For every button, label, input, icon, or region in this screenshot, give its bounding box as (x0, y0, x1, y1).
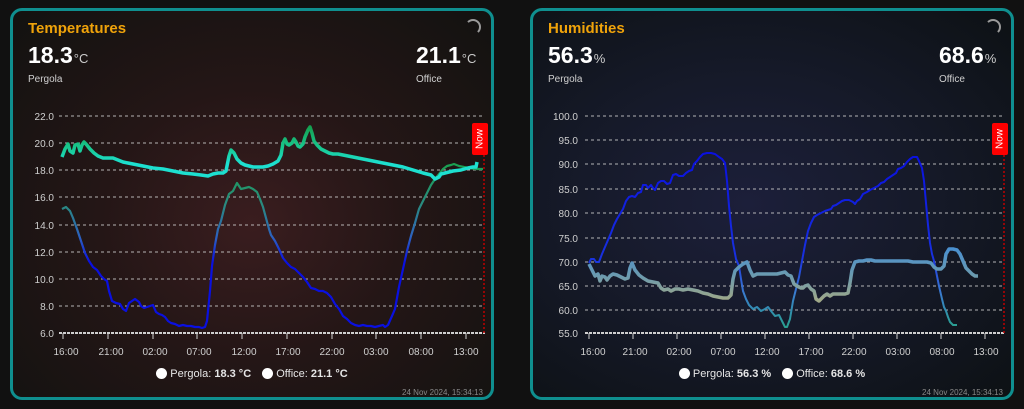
last-updated-timestamp: 24 Nov 2024, 15:34:13 (402, 388, 483, 397)
svg-text:85.0: 85.0 (559, 185, 579, 196)
svg-text:6.0: 6.0 (40, 329, 54, 340)
chart-legend: Pergola: 18.3 °C Office: 21.1 °C (13, 368, 491, 380)
svg-text:21:00: 21:00 (622, 347, 647, 358)
office-label: Office (939, 74, 965, 85)
pergola-humidity-value: 56.3% (548, 42, 605, 69)
now-badge: Now (992, 123, 1008, 155)
svg-text:22:00: 22:00 (319, 347, 344, 358)
card-title: Temperatures (28, 20, 127, 37)
svg-text:14.0: 14.0 (35, 221, 55, 232)
office-temperature-value: 21.1°C (416, 42, 476, 69)
last-updated-timestamp: 24 Nov 2024, 15:34:13 (922, 388, 1003, 397)
svg-text:70.0: 70.0 (559, 258, 579, 269)
legend-dot-icon (678, 368, 690, 379)
legend-item-pergola[interactable]: Pergola: 56.3 % (678, 368, 772, 380)
value-unit: °C (461, 51, 477, 66)
svg-text:55.0: 55.0 (559, 329, 579, 340)
pergola-series-line (61, 162, 483, 330)
legend-label: Pergola: (692, 368, 734, 380)
humidities-card[interactable]: Humidities 56.3% Pergola 68.6% Office (530, 8, 1014, 400)
svg-text:13:00: 13:00 (973, 347, 998, 358)
svg-text:07:00: 07:00 (186, 347, 211, 358)
legend-value: 18.3 °C (214, 368, 252, 380)
humidity-chart[interactable]: 100.0 95.0 90.0 85.0 80.0 75.0 70.0 65.0… (533, 11, 1011, 397)
svg-text:65.0: 65.0 (559, 282, 579, 293)
svg-text:12:00: 12:00 (231, 347, 256, 358)
value-unit: % (984, 51, 997, 66)
svg-text:16.0: 16.0 (35, 193, 55, 204)
svg-text:07:00: 07:00 (710, 347, 735, 358)
legend-dot-icon (262, 368, 274, 379)
legend-item-office[interactable]: Office: 68.6 % (782, 368, 865, 380)
card-title: Humidities (548, 20, 625, 37)
svg-text:03:00: 03:00 (885, 347, 910, 358)
legend-label: Office: (276, 368, 308, 380)
value-unit: % (593, 51, 606, 66)
value-number: 56.3 (548, 42, 593, 68)
svg-text:Now: Now (475, 128, 486, 149)
value-number: 21.1 (416, 42, 461, 68)
svg-text:12.0: 12.0 (35, 248, 55, 259)
x-axis (62, 333, 467, 339)
x-tick-labels: 16:00 21:00 02:00 07:00 12:00 17:00 22:0… (580, 347, 998, 358)
office-label: Office (416, 74, 442, 85)
legend-dot-icon (782, 368, 794, 379)
x-axis (588, 333, 986, 339)
legend-value: 56.3 % (736, 368, 772, 380)
svg-text:17:00: 17:00 (798, 347, 823, 358)
svg-text:90.0: 90.0 (559, 160, 579, 171)
x-tick-labels: 16:00 21:00 02:00 07:00 12:00 17:00 22:0… (53, 347, 478, 358)
svg-text:08:00: 08:00 (408, 347, 433, 358)
y-axis: 22.0 20.0 18.0 16.0 14.0 12.0 10.0 8.0 6… (35, 112, 485, 340)
legend-value: 21.1 °C (310, 368, 348, 380)
value-number: 68.6 (939, 42, 984, 68)
svg-text:02:00: 02:00 (666, 347, 691, 358)
temperature-chart[interactable]: 22.0 20.0 18.0 16.0 14.0 12.0 10.0 8.0 6… (13, 11, 491, 397)
svg-text:22.0: 22.0 (35, 112, 55, 123)
value-unit: °C (73, 51, 89, 66)
svg-text:8.0: 8.0 (40, 302, 54, 313)
office-series-line (587, 247, 978, 303)
svg-text:22:00: 22:00 (841, 347, 866, 358)
svg-text:02:00: 02:00 (142, 347, 167, 358)
loading-spinner-icon (985, 19, 1001, 35)
legend-item-pergola[interactable]: Pergola: 18.3 °C (156, 368, 251, 380)
svg-text:17:00: 17:00 (275, 347, 300, 358)
svg-text:Now: Now (995, 128, 1006, 149)
svg-text:95.0: 95.0 (559, 136, 579, 147)
legend-item-office[interactable]: Office: 21.1 °C (262, 368, 348, 380)
svg-text:16:00: 16:00 (580, 347, 605, 358)
svg-text:100.0: 100.0 (553, 112, 578, 123)
chart-legend: Pergola: 56.3 % Office: 68.6 % (533, 368, 1011, 380)
svg-text:16:00: 16:00 (53, 347, 78, 358)
svg-text:10.0: 10.0 (35, 275, 55, 286)
office-series-line (60, 125, 479, 181)
pergola-label: Pergola (548, 74, 583, 85)
legend-value: 68.6 % (830, 368, 866, 380)
svg-text:75.0: 75.0 (559, 234, 579, 245)
temperatures-card[interactable]: Temperatures 18.3°C Pergola 21.1°C Offic… (10, 8, 494, 400)
svg-text:08:00: 08:00 (929, 347, 954, 358)
svg-text:21:00: 21:00 (98, 347, 123, 358)
pergola-label: Pergola (28, 74, 63, 85)
pergola-series-line (588, 152, 957, 328)
legend-label: Pergola: (170, 368, 212, 380)
svg-text:13:00: 13:00 (453, 347, 478, 358)
legend-dot-icon (156, 368, 168, 379)
y-axis: 100.0 95.0 90.0 85.0 80.0 75.0 70.0 65.0… (553, 112, 1005, 340)
svg-text:20.0: 20.0 (35, 139, 55, 150)
loading-spinner-icon (465, 19, 481, 35)
svg-text:80.0: 80.0 (559, 209, 579, 220)
svg-text:60.0: 60.0 (559, 306, 579, 317)
legend-label: Office: (796, 368, 828, 380)
value-number: 18.3 (28, 42, 73, 68)
now-badge: Now (472, 123, 488, 155)
svg-text:18.0: 18.0 (35, 166, 55, 177)
svg-text:03:00: 03:00 (363, 347, 388, 358)
pergola-temperature-value: 18.3°C (28, 42, 88, 69)
office-humidity-value: 68.6% (939, 42, 996, 69)
svg-text:12:00: 12:00 (754, 347, 779, 358)
